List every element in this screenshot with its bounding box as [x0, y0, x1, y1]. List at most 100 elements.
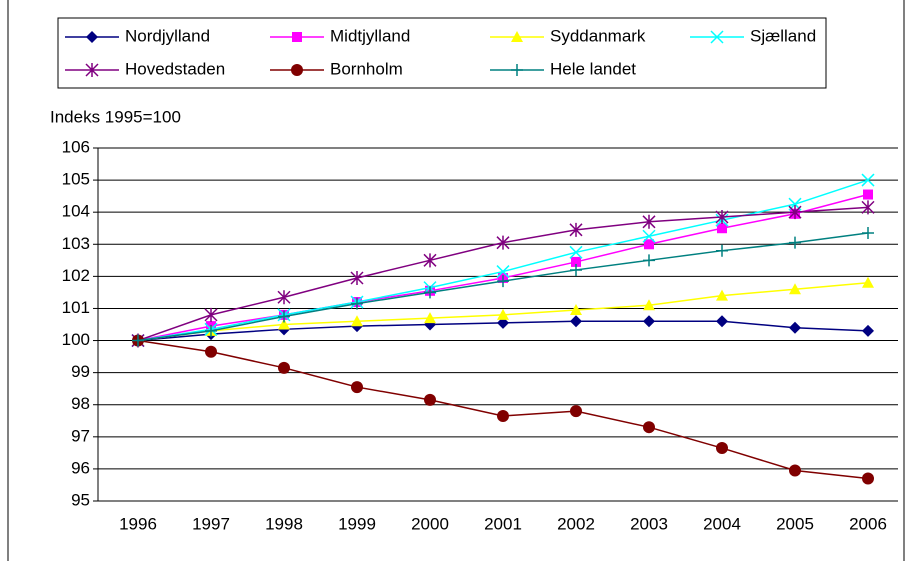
marker	[715, 209, 729, 224]
marker-shape	[789, 236, 801, 249]
marker-shape	[710, 30, 724, 44]
x-tick-label: 1996	[119, 514, 157, 533]
marker-shape	[424, 312, 436, 324]
marker-shape	[716, 244, 728, 257]
x-tick-label: 2006	[849, 514, 887, 533]
marker	[277, 290, 291, 305]
y-tick-label: 102	[62, 266, 90, 285]
marker-shape	[643, 315, 655, 328]
marker-shape	[788, 205, 802, 220]
marker-shape	[351, 381, 363, 394]
marker-shape	[205, 345, 217, 358]
marker-shape	[570, 304, 582, 316]
marker	[497, 316, 509, 329]
marker-shape	[861, 173, 875, 187]
marker	[716, 244, 728, 257]
marker-shape	[643, 299, 655, 311]
marker-shape	[277, 290, 291, 305]
y-tick-label: 96	[71, 458, 90, 477]
marker	[716, 442, 728, 455]
marker-shape	[132, 334, 144, 347]
marker-shape	[292, 32, 302, 42]
marker-shape	[291, 64, 303, 76]
marker	[205, 324, 217, 337]
marker-shape	[204, 307, 218, 322]
marker-shape	[278, 310, 290, 323]
marker	[278, 310, 290, 323]
marker	[291, 64, 303, 76]
marker-shape	[642, 214, 656, 229]
marker-shape	[862, 276, 874, 288]
marker	[204, 307, 218, 322]
marker	[716, 315, 728, 328]
marker-shape	[861, 200, 875, 215]
marker	[350, 270, 364, 285]
marker	[717, 223, 727, 234]
marker	[205, 345, 217, 358]
chart-border	[7, 0, 905, 561]
marker	[710, 30, 724, 44]
marker	[278, 318, 290, 330]
marker-shape	[424, 393, 436, 406]
marker-shape	[350, 270, 364, 285]
marker-shape	[570, 405, 582, 418]
marker-shape	[862, 227, 874, 240]
y-tick-label: 103	[62, 234, 90, 253]
x-tick-label: 2005	[776, 514, 814, 533]
marker-shape	[497, 308, 509, 320]
legend-label: Hele landet	[550, 59, 636, 78]
marker-shape	[496, 235, 510, 250]
y-axis-label: Indeks 1995=100	[50, 107, 181, 126]
x-tick-label: 1999	[338, 514, 376, 533]
marker-shape	[497, 316, 509, 329]
x-tick-label: 2000	[411, 514, 449, 533]
marker	[424, 286, 436, 299]
marker-shape	[497, 275, 509, 288]
legend-box	[57, 17, 827, 89]
marker	[570, 315, 582, 328]
marker-shape	[643, 421, 655, 434]
marker	[789, 464, 801, 477]
y-tick-label: 105	[62, 170, 90, 189]
x-tick-label: 2002	[557, 514, 595, 533]
x-tick-label: 1998	[265, 514, 303, 533]
marker-shape	[715, 209, 729, 224]
marker-shape	[351, 315, 363, 327]
y-tick-label: 104	[62, 202, 90, 221]
marker-shape	[862, 472, 874, 485]
marker	[423, 253, 437, 268]
marker	[497, 308, 509, 320]
marker	[132, 334, 144, 347]
marker	[862, 276, 874, 288]
x-tick-label: 2004	[703, 514, 741, 533]
marker	[292, 32, 302, 42]
y-tick-label: 106	[62, 137, 90, 156]
marker-shape	[570, 263, 582, 276]
marker	[862, 472, 874, 485]
marker-shape	[85, 63, 99, 77]
marker	[789, 283, 801, 295]
legend-label: Hovedstaden	[125, 59, 225, 78]
marker	[642, 229, 656, 243]
marker	[861, 173, 875, 187]
marker-shape	[716, 315, 728, 328]
y-tick-label: 101	[62, 298, 90, 317]
legend-label: Bornholm	[330, 59, 403, 78]
legend-label: Nordjylland	[125, 26, 210, 45]
marker-shape	[86, 31, 98, 43]
marker	[643, 299, 655, 311]
legend-label: Syddanmark	[550, 26, 646, 45]
marker	[571, 256, 581, 267]
marker-shape	[570, 315, 582, 328]
marker	[351, 381, 363, 394]
marker	[497, 409, 509, 422]
marker	[863, 189, 873, 200]
x-tick-label: 2001	[484, 514, 522, 533]
x-tick-label: 1997	[192, 514, 230, 533]
marker-shape	[496, 265, 510, 279]
marker	[424, 312, 436, 324]
marker-shape	[642, 229, 656, 243]
marker	[569, 222, 583, 237]
marker-shape	[717, 223, 727, 234]
y-tick-label: 100	[62, 330, 90, 349]
